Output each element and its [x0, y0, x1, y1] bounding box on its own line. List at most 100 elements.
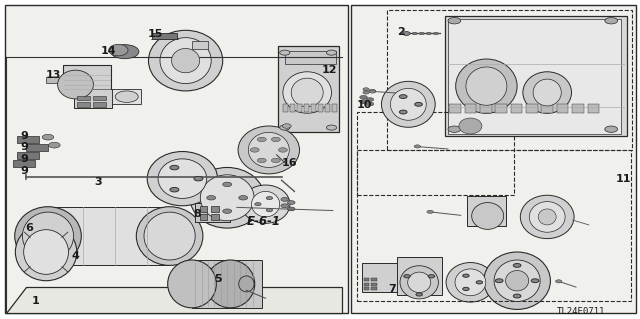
Bar [211, 206, 219, 212]
Ellipse shape [466, 67, 507, 105]
Circle shape [363, 88, 369, 91]
Ellipse shape [190, 167, 264, 228]
Circle shape [513, 263, 521, 267]
Ellipse shape [136, 207, 203, 265]
Circle shape [278, 148, 287, 152]
Ellipse shape [446, 263, 495, 302]
Ellipse shape [252, 191, 280, 217]
Circle shape [207, 196, 216, 200]
Text: 6: 6 [26, 223, 33, 234]
Ellipse shape [241, 185, 290, 223]
Circle shape [531, 279, 539, 283]
Circle shape [433, 32, 438, 35]
Ellipse shape [472, 203, 504, 229]
Bar [541, 104, 553, 113]
Text: 4: 4 [72, 251, 79, 262]
Bar [13, 160, 35, 167]
Circle shape [170, 188, 179, 192]
Circle shape [223, 182, 232, 187]
Circle shape [403, 32, 410, 35]
Circle shape [404, 275, 410, 278]
Text: 8: 8 [193, 209, 201, 219]
Bar [5, 5, 348, 313]
Circle shape [363, 91, 369, 94]
Bar [371, 278, 377, 281]
Circle shape [360, 100, 367, 104]
Bar [465, 104, 476, 113]
Ellipse shape [529, 202, 565, 232]
Bar [93, 102, 106, 107]
Text: 10: 10 [356, 100, 372, 110]
Ellipse shape [390, 88, 426, 120]
Circle shape [463, 287, 469, 291]
Circle shape [416, 293, 422, 296]
Circle shape [448, 18, 461, 24]
Ellipse shape [400, 266, 438, 299]
Ellipse shape [15, 223, 77, 281]
Text: E-6-1: E-6-1 [246, 215, 280, 228]
Ellipse shape [111, 45, 139, 59]
Ellipse shape [206, 260, 255, 308]
Circle shape [427, 210, 433, 213]
Bar [357, 112, 514, 195]
Bar [48, 207, 170, 265]
Bar [26, 144, 48, 151]
Circle shape [223, 209, 232, 213]
Bar [480, 104, 492, 113]
Text: 5: 5 [214, 274, 222, 284]
Bar [588, 104, 599, 113]
Bar [467, 196, 506, 226]
Ellipse shape [248, 132, 289, 167]
Bar [192, 260, 262, 308]
Bar [557, 104, 568, 113]
Bar [371, 287, 377, 290]
Ellipse shape [109, 44, 128, 56]
Ellipse shape [158, 159, 207, 198]
Ellipse shape [456, 59, 517, 113]
Ellipse shape [24, 230, 68, 274]
Text: 9: 9 [20, 154, 28, 165]
Circle shape [281, 197, 289, 201]
Ellipse shape [408, 272, 431, 293]
Text: 2: 2 [397, 27, 404, 37]
Text: 13: 13 [46, 70, 61, 80]
Ellipse shape [15, 207, 81, 265]
Circle shape [257, 137, 266, 142]
Text: 7: 7 [388, 284, 396, 294]
Circle shape [419, 32, 424, 35]
Circle shape [366, 102, 374, 106]
Circle shape [266, 197, 273, 200]
Text: 9: 9 [20, 130, 28, 141]
Circle shape [49, 142, 60, 148]
Ellipse shape [160, 38, 211, 84]
Ellipse shape [283, 72, 332, 113]
Ellipse shape [239, 276, 254, 292]
Circle shape [271, 158, 280, 163]
Ellipse shape [484, 252, 550, 309]
Circle shape [250, 148, 259, 152]
Circle shape [42, 134, 54, 140]
Bar [297, 104, 302, 112]
Ellipse shape [538, 209, 556, 225]
Text: 14: 14 [101, 46, 116, 56]
Circle shape [426, 32, 431, 35]
Ellipse shape [523, 72, 572, 113]
Bar [397, 257, 442, 295]
Bar [17, 136, 39, 143]
Circle shape [463, 274, 469, 277]
Ellipse shape [172, 48, 200, 73]
Polygon shape [6, 287, 342, 313]
Circle shape [170, 165, 179, 170]
Circle shape [255, 203, 261, 206]
Circle shape [369, 90, 376, 93]
Bar [364, 287, 369, 290]
Bar [364, 278, 369, 281]
Circle shape [271, 137, 280, 142]
Ellipse shape [494, 260, 540, 301]
Text: 12: 12 [322, 65, 337, 75]
Circle shape [428, 275, 435, 278]
Bar [572, 104, 584, 113]
Circle shape [287, 201, 295, 204]
Bar [318, 104, 323, 112]
Circle shape [476, 281, 483, 284]
